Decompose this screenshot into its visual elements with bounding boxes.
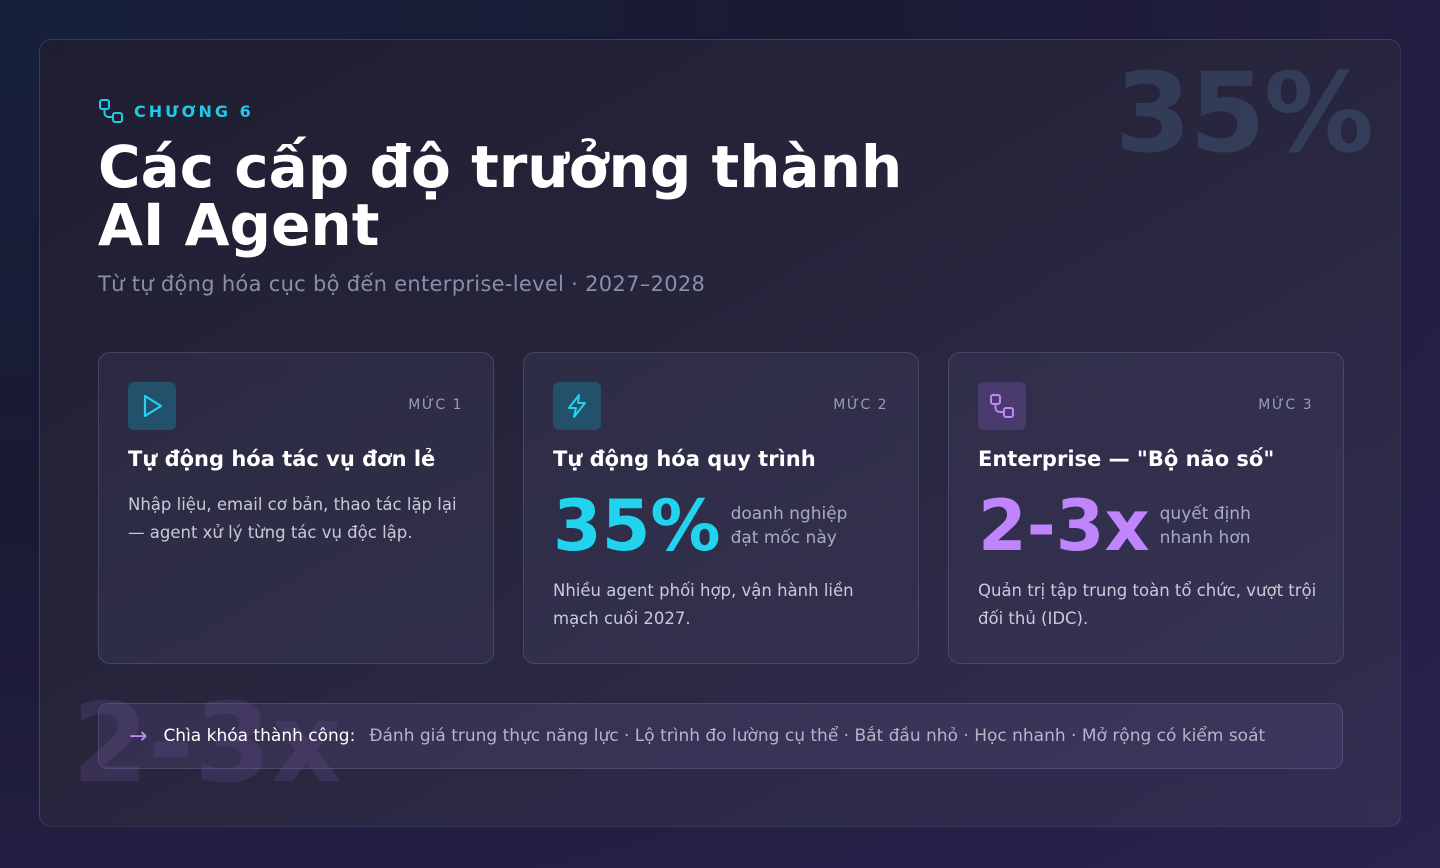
key-text: Đánh giá trung thực năng lực · Lộ trình …	[369, 726, 1266, 746]
level-card-3: MỨC 3 Enterprise — "Bộ não số" 2-3x quyế…	[948, 352, 1344, 664]
card-description: Nhập liệu, email cơ bản, thao tác lặp lạ…	[128, 495, 457, 542]
card-title: Enterprise — "Bộ não số"	[978, 447, 1275, 471]
stat-value: 35%	[553, 485, 721, 567]
lightning-icon	[568, 394, 586, 418]
level-label: MỨC 3	[1258, 397, 1313, 413]
stat-note-line-2: nhanh hơn	[1159, 528, 1251, 548]
stat-block: 2-3x quyết định nhanh hơn	[978, 491, 1251, 561]
level-label: MỨC 1	[408, 397, 463, 413]
slide-frame: 35% 2-3x CHƯƠNG 6 Các cấp độ trưởng thàn…	[39, 39, 1401, 827]
success-key-bar: → Chìa khóa thành công: Đánh giá trung t…	[98, 703, 1343, 769]
card-icon-box	[553, 382, 601, 430]
play-icon	[143, 394, 163, 418]
level-label: MỨC 2	[833, 397, 888, 413]
chapter-text: CHƯƠNG 6	[134, 101, 254, 121]
card-title: Tự động hóa tác vụ đơn lẻ	[128, 447, 436, 471]
card-icon-box	[978, 382, 1026, 430]
page-title: Các cấp độ trưởng thành AI Agent	[98, 138, 918, 254]
card-icon-box	[128, 382, 176, 430]
card-description: Nhiều agent phối hợp, vận hành liền mạch…	[553, 581, 854, 628]
level-card-1: MỨC 1 Tự động hóa tác vụ đơn lẻ Nhập liệ…	[98, 352, 494, 664]
watermark-35-percent: 35%	[1114, 49, 1374, 177]
workflow-icon	[99, 99, 123, 123]
stat-value: 2-3x	[978, 485, 1150, 567]
stat-note-line-1: quyết định	[1159, 504, 1251, 524]
stat-block: 35% doanh nghiệp đạt mốc này	[553, 491, 847, 561]
title-line-1: Các cấp độ trưởng thành	[98, 133, 903, 201]
arrow-right-icon: →	[129, 723, 148, 749]
stat-note: doanh nghiệp đạt mốc này	[731, 502, 848, 550]
watermark-2-3x: 2-3x	[72, 679, 342, 807]
stat-note-line-2: đạt mốc này	[730, 528, 837, 548]
level-card-2: MỨC 2 Tự động hóa quy trình 35% doanh ng…	[523, 352, 919, 664]
stat-note: quyết định nhanh hơn	[1160, 502, 1251, 550]
key-label: Chìa khóa thành công:	[163, 726, 356, 746]
chapter-label: CHƯƠNG 6	[98, 98, 254, 124]
workflow-icon	[990, 394, 1014, 418]
card-description: Quản trị tập trung toàn tổ chức, vượt tr…	[978, 581, 1317, 628]
title-line-2: AI Agent	[98, 191, 380, 259]
card-title: Tự động hóa quy trình	[553, 447, 816, 471]
page-subtitle: Từ tự động hóa cục bộ đến enterprise-lev…	[98, 272, 706, 296]
stat-note-line-1: doanh nghiệp	[730, 504, 848, 524]
